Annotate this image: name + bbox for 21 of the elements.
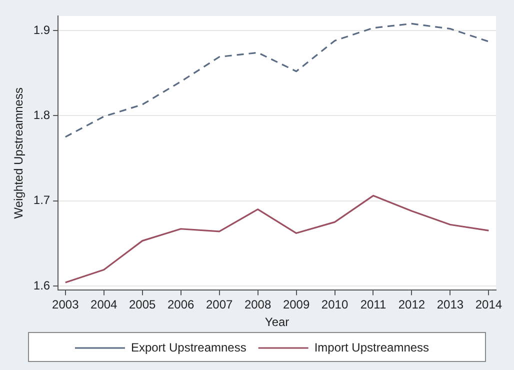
y-tick-label: 1.7 xyxy=(33,193,50,208)
x-tick-label: 2012 xyxy=(398,298,426,312)
x-tick-label: 2008 xyxy=(244,298,272,312)
y-tick-label: 1.9 xyxy=(33,22,50,37)
x-tick-label: 2011 xyxy=(360,298,386,312)
x-tick-label: 2014 xyxy=(475,298,502,312)
x-tick-label: 2009 xyxy=(282,298,310,312)
legend-label: Export Upstreamness xyxy=(130,340,246,354)
x-tick-label: 2010 xyxy=(321,298,348,312)
x-tick-label: 2004 xyxy=(90,298,118,312)
x-tick-label: 2013 xyxy=(436,298,464,312)
line-series xyxy=(64,22,490,138)
x-tick-label: 2005 xyxy=(129,298,156,312)
y-axis-title: Weighted Upstreamness xyxy=(12,88,26,219)
y-tick-label: 1.6 xyxy=(33,278,50,292)
x-axis-title: Year xyxy=(264,315,290,330)
x-tick-label: 2007 xyxy=(206,298,233,312)
y-tick-label: 1.8 xyxy=(33,108,50,122)
x-tick-label: 2003 xyxy=(52,298,80,312)
legend-label: Import Upstreamness xyxy=(314,340,430,354)
x-tick-label: 2006 xyxy=(167,298,195,312)
